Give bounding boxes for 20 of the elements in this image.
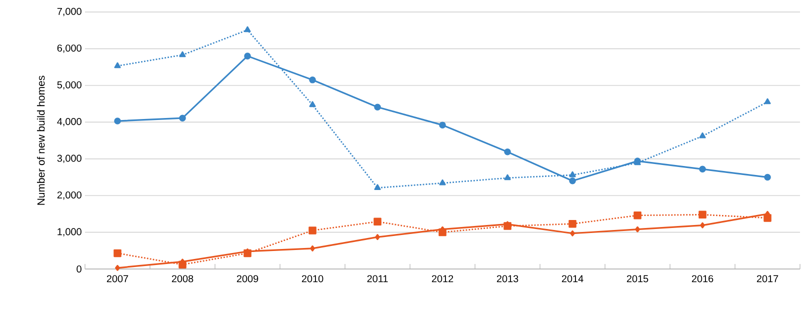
- x-tick-label: 2011: [367, 275, 388, 282]
- y-tick-label: 2,000: [57, 191, 82, 200]
- x-tick-label: 2017: [756, 275, 778, 282]
- x-tick-label: 2007: [106, 275, 128, 282]
- y-tick-label: 1,000: [58, 228, 82, 236]
- y-tick-label: 3,000: [57, 154, 82, 163]
- y-tick-label: 0: [76, 265, 82, 273]
- x-tick-label: 2009: [236, 275, 258, 282]
- y-axis-title: Number of new build homes: [37, 76, 45, 205]
- y-tick-label: 6,000: [57, 44, 82, 53]
- x-tick-label: 2016: [692, 275, 714, 282]
- y-tick-label: 5,000: [57, 81, 82, 90]
- x-tick-label: 2015: [626, 275, 648, 282]
- x-tick-label: 2008: [172, 275, 194, 282]
- x-tick-label: 2012: [432, 275, 454, 282]
- y-tick-label: 7,000: [57, 8, 82, 16]
- y-tick-label: 4,000: [57, 118, 82, 126]
- x-tick-label: 2014: [562, 275, 584, 282]
- x-tick-label: 2013: [496, 275, 518, 282]
- x-tick-label: 2010: [302, 275, 324, 282]
